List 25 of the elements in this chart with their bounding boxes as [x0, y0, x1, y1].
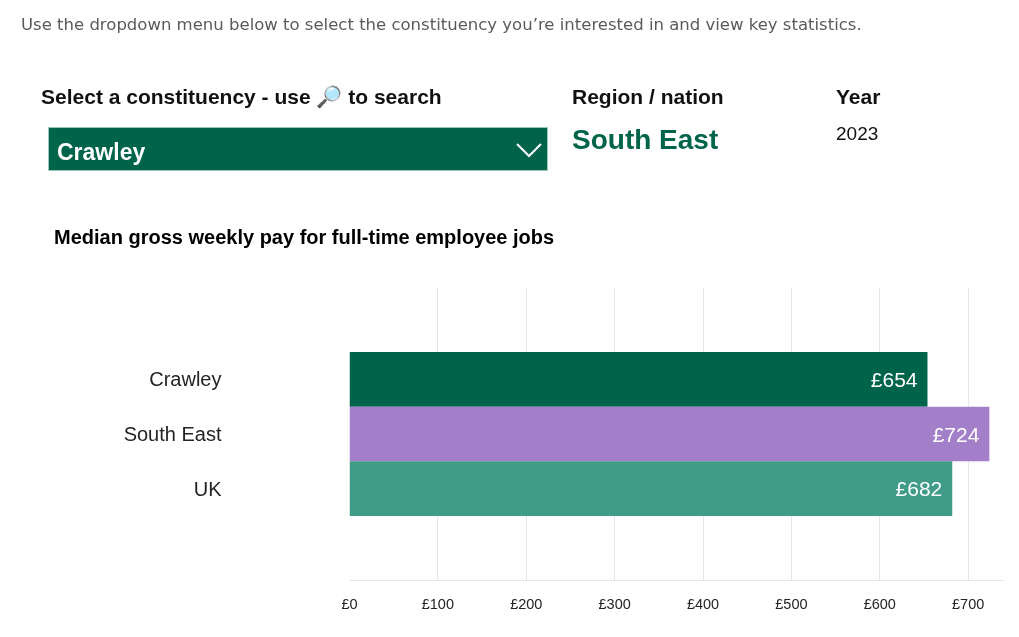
bar [349, 352, 928, 407]
chart-title: Median gross weekly pay for full-time employee jobs [54, 226, 555, 249]
x-tick-label: £500 [775, 595, 808, 612]
x-tick-label: £0 [341, 595, 358, 612]
x-tick-label: £400 [686, 595, 720, 612]
bar [349, 461, 953, 516]
text: South East [572, 124, 719, 157]
text: Use the dropdown menu below to select the constituency you’re interested in and view key statistics. [21, 15, 862, 35]
text: 2023 [836, 123, 879, 145]
text: Select a constituency - use 🔎 to search [41, 85, 442, 110]
y-tick-label: South East [123, 423, 222, 445]
text: Crawley [57, 139, 146, 166]
x-tick-label: £200 [510, 595, 543, 612]
y-tick-label: Crawley [149, 368, 222, 391]
text: Year [836, 85, 881, 110]
y-tick-label: UK [193, 477, 223, 500]
x-tick-label: £700 [952, 595, 985, 612]
x-tick-label: £600 [863, 595, 896, 612]
x-tick-label: £300 [598, 595, 631, 612]
bar [349, 406, 990, 462]
data-label: £724 [932, 422, 980, 446]
data-label: £654 [870, 367, 918, 391]
x-tick-label: £100 [421, 595, 455, 612]
data-label: £682 [895, 477, 943, 501]
text: Region / nation [572, 85, 724, 110]
